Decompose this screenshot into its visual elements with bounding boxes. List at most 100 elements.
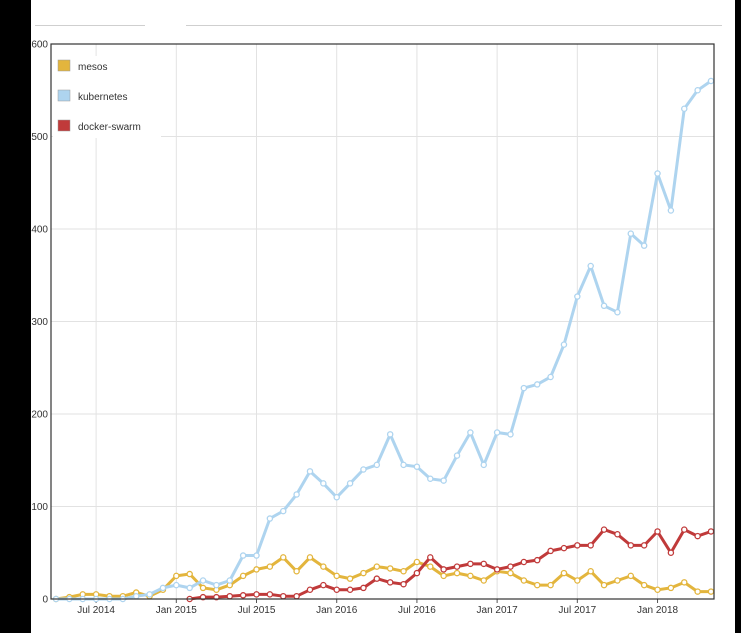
data-point-kubernetes: [507, 431, 514, 438]
data-point-docker-swarm: [587, 542, 594, 549]
y-tick-label: 100: [31, 502, 48, 513]
data-point-kubernetes: [480, 461, 488, 469]
data-point-docker-swarm: [667, 549, 675, 557]
data-point-mesos: [320, 563, 327, 570]
y-tick-label: 600: [31, 40, 48, 51]
y-axis-ticks: 0 100 200 300 400 500 600: [31, 40, 48, 606]
data-point-mesos: [453, 569, 461, 577]
data-point-kubernetes: [386, 431, 394, 438]
legend-label-kubernetes: kubernetes: [78, 92, 127, 103]
data-point-docker-swarm: [266, 591, 274, 598]
legend-label-docker-swarm: docker-swarm: [78, 122, 141, 133]
data-point-docker-swarm: [400, 580, 407, 588]
data-point-mesos: [654, 586, 661, 594]
data-point-kubernetes: [213, 581, 220, 589]
legend-background: [53, 56, 161, 138]
data-point-docker-swarm: [239, 592, 247, 599]
data-point-mesos: [373, 563, 381, 570]
data-point-docker-swarm: [507, 563, 514, 570]
y-tick-label: 200: [31, 410, 48, 421]
data-point-kubernetes: [159, 584, 167, 592]
x-tick-label: Jul 2015: [238, 605, 276, 616]
data-point-kubernetes: [707, 77, 715, 85]
data-point-mesos: [681, 579, 688, 586]
data-point-mesos: [413, 558, 421, 566]
data-point-docker-swarm: [320, 581, 327, 589]
chart-grid: [51, 44, 714, 603]
data-point-kubernetes: [467, 429, 474, 436]
x-tick-label: Jul 2017: [558, 605, 596, 616]
data-point-kubernetes: [440, 477, 447, 484]
data-point-docker-swarm: [279, 592, 287, 600]
data-point-mesos: [694, 588, 701, 595]
data-point-mesos: [520, 577, 528, 584]
data-point-kubernetes: [493, 429, 501, 436]
data-point-docker-swarm: [627, 542, 635, 549]
data-point-mesos: [386, 565, 394, 572]
data-point-mesos: [266, 563, 274, 570]
data-point-kubernetes: [239, 552, 247, 559]
data-point-kubernetes: [614, 308, 621, 316]
data-point-docker-swarm: [681, 526, 688, 533]
data-point-kubernetes: [306, 468, 314, 475]
data-point-kubernetes: [453, 452, 461, 459]
data-point-docker-swarm: [333, 586, 340, 594]
x-tick-label: Jan 2015: [156, 605, 198, 616]
data-point-mesos: [480, 577, 488, 584]
data-point-docker-swarm: [253, 591, 260, 598]
data-point-mesos: [360, 569, 367, 577]
data-point-mesos: [293, 568, 300, 575]
data-point-mesos: [640, 581, 648, 589]
data-point-mesos: [600, 581, 608, 589]
data-point-mesos: [507, 569, 514, 577]
data-point-kubernetes: [266, 515, 274, 522]
data-point-mesos: [186, 570, 193, 578]
data-point-kubernetes: [186, 584, 193, 592]
legend-swatch-mesos: [57, 59, 71, 72]
data-point-kubernetes: [640, 242, 648, 249]
data-point-mesos: [253, 566, 260, 573]
data-point-kubernetes: [681, 105, 688, 113]
data-point-mesos: [279, 554, 287, 561]
series-kubernetes: [52, 77, 715, 603]
y-tick-label: 500: [31, 132, 48, 143]
data-point-kubernetes: [173, 581, 180, 589]
x-axis-ticks: Jul 2014 Jan 2015 Jul 2015 Jan 2016 Jul 2016…: [77, 605, 678, 616]
chart-legend: mesos kubernetes docker-swarm: [53, 56, 161, 138]
data-point-kubernetes: [373, 461, 381, 469]
data-point-docker-swarm: [306, 586, 314, 594]
series-line-docker-swarm: [189, 528, 712, 601]
data-point-mesos: [199, 584, 207, 592]
data-point-docker-swarm: [386, 579, 394, 586]
data-point-mesos: [427, 563, 434, 570]
data-point-mesos: [467, 572, 474, 580]
plot-frame: [50, 43, 715, 600]
data-point-docker-swarm: [440, 566, 447, 573]
data-point-kubernetes: [587, 262, 594, 270]
legend-swatch-docker-swarm: [57, 119, 71, 132]
y-tick-label: 0: [42, 595, 48, 606]
data-point-docker-swarm: [226, 592, 234, 600]
data-point-docker-swarm: [373, 575, 381, 582]
x-tick-label: Jan 2018: [637, 605, 679, 616]
data-point-kubernetes: [533, 381, 541, 388]
data-point-mesos: [239, 572, 247, 580]
x-tick-label: Jan 2017: [477, 605, 519, 616]
data-point-mesos: [560, 569, 568, 577]
data-point-kubernetes: [413, 463, 421, 470]
data-point-mesos: [547, 581, 554, 589]
data-point-kubernetes: [333, 493, 340, 501]
data-point-kubernetes: [574, 293, 581, 300]
data-point-kubernetes: [293, 491, 300, 498]
legend-swatch-kubernetes: [57, 89, 71, 102]
data-point-docker-swarm: [694, 532, 701, 540]
data-point-mesos: [627, 572, 635, 580]
legend-label-mesos: mesos: [78, 62, 107, 73]
data-point-docker-swarm: [293, 592, 300, 600]
data-point-kubernetes: [253, 552, 260, 559]
data-point-mesos: [667, 584, 675, 592]
data-point-docker-swarm: [707, 528, 715, 535]
series-docker-swarm: [186, 526, 715, 603]
data-point-kubernetes: [654, 170, 661, 177]
data-point-kubernetes: [520, 384, 528, 392]
